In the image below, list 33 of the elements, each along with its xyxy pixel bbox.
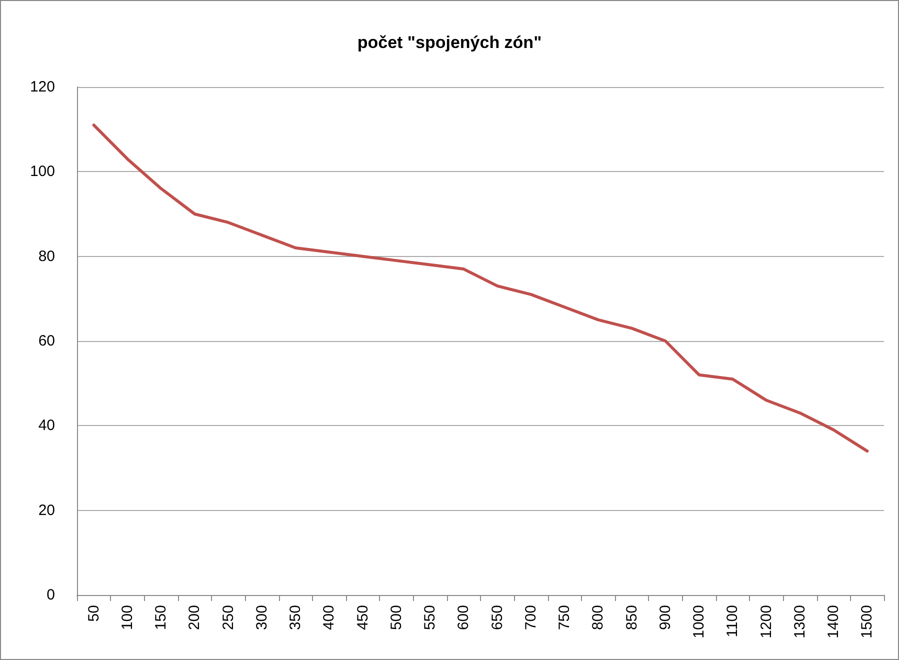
y-tick-label: 120 — [30, 78, 55, 96]
x-tick-label: 1400 — [825, 605, 842, 638]
x-tick-label: 150 — [152, 605, 170, 630]
x-tick-label: 400 — [320, 605, 338, 630]
x-tick-label: 1100 — [724, 605, 742, 638]
x-tick-label: 1200 — [758, 605, 775, 638]
x-tick-label: 100 — [118, 605, 136, 630]
y-tick-label: 100 — [30, 163, 55, 180]
x-tick-label: 1000 — [690, 605, 708, 638]
y-tick-label: 40 — [38, 417, 55, 434]
x-tick-label: 550 — [422, 605, 439, 630]
x-tick-label: 200 — [186, 605, 204, 630]
x-tick-label: 50 — [85, 605, 102, 622]
x-tick-label: 350 — [287, 605, 304, 630]
x-tick-label: 750 — [556, 605, 574, 630]
x-tick-label: 700 — [522, 605, 540, 630]
y-tick-label: 60 — [38, 332, 55, 350]
x-tick-label: 800 — [590, 605, 607, 630]
x-tick-label: 300 — [253, 605, 270, 630]
y-tick-label: 20 — [38, 502, 55, 519]
x-tick-label: 600 — [455, 605, 472, 630]
line-series — [92, 124, 869, 453]
x-tick-label: 900 — [656, 605, 674, 630]
y-tick-label: 0 — [46, 586, 55, 604]
x-tick-label: 450 — [354, 605, 372, 630]
x-tick-label: 250 — [220, 605, 237, 630]
x-tick-label: 650 — [488, 605, 506, 630]
x-tick-label: 1500 — [858, 605, 876, 638]
y-tick-label: 80 — [38, 248, 55, 265]
x-tick-label: 850 — [623, 605, 640, 630]
chart-title: počet "spojených zón" — [357, 33, 542, 52]
x-tick-label: 500 — [388, 605, 405, 630]
x-tick-label: 1300 — [791, 605, 808, 638]
